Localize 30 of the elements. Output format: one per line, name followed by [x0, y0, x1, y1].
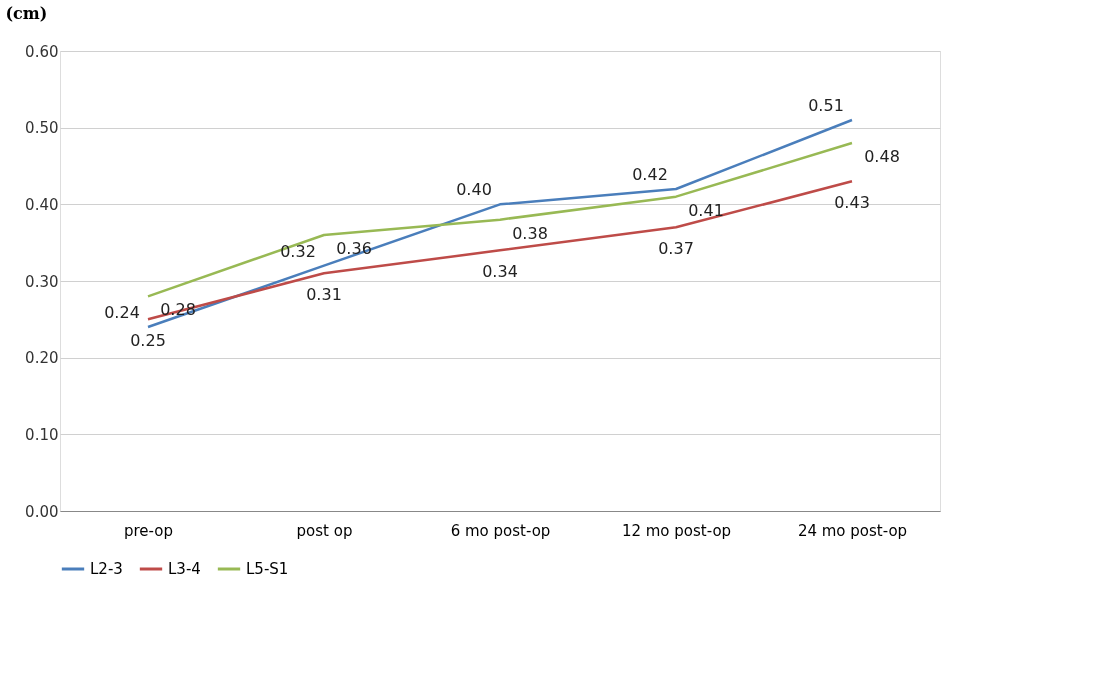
- data-label: 0.40: [456, 180, 492, 200]
- y-axis-title: (cm): [5, 3, 48, 23]
- data-label: 0.48: [864, 147, 900, 166]
- legend-label: L3-4: [168, 560, 201, 578]
- y-tick-label: 0.60: [25, 42, 59, 61]
- x-tick-label: 12 mo post-op: [621, 521, 732, 540]
- data-label: 0.38: [512, 223, 548, 243]
- x-tick-label: pre-op: [124, 521, 173, 540]
- data-label: 0.31: [306, 285, 342, 305]
- x-tick-label: post op: [296, 521, 353, 540]
- legend-label: L2-3: [90, 560, 123, 578]
- data-label: 0.37: [658, 239, 694, 259]
- y-tick-label: 0.50: [25, 119, 59, 138]
- data-label: 0.51: [808, 96, 844, 115]
- data-label: 0.36: [336, 239, 372, 258]
- data-label: 0.24: [104, 303, 140, 322]
- x-tick-label: 24 mo post-op: [797, 521, 908, 540]
- x-tick-label: 6 mo post-op: [450, 521, 551, 540]
- y-tick-label: 0.00: [25, 502, 59, 521]
- data-label: 0.34: [482, 262, 518, 282]
- data-label: 0.25: [130, 331, 166, 351]
- y-tick-label: 0.20: [25, 349, 59, 368]
- data-label: 0.42: [632, 165, 668, 184]
- legend-label: L5-S1: [246, 560, 289, 578]
- data-label: 0.32: [280, 241, 316, 261]
- y-tick-label: 0.30: [25, 272, 59, 291]
- data-label: 0.43: [834, 193, 870, 213]
- y-tick-label: 0.10: [25, 425, 59, 444]
- data-label: 0.41: [688, 200, 724, 220]
- y-tick-label: 0.40: [25, 195, 59, 214]
